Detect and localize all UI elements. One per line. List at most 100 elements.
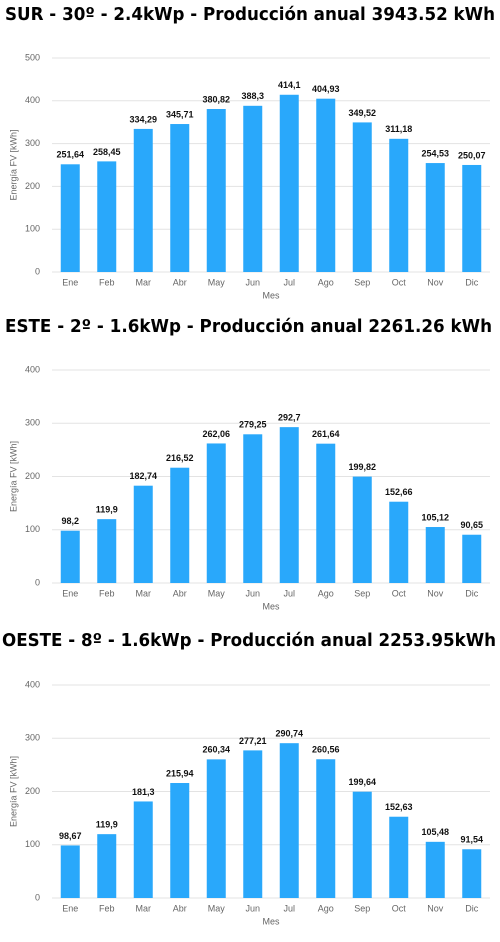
- x-tick-label: Jul: [283, 903, 295, 913]
- x-axis-label: Mes: [262, 601, 280, 611]
- value-label: 251,64: [56, 150, 84, 160]
- bar: [60, 530, 80, 583]
- x-tick-label: Abr: [173, 903, 187, 913]
- value-label: 98,2: [61, 516, 79, 526]
- x-tick-label: Feb: [99, 277, 115, 287]
- bar: [279, 94, 299, 272]
- y-tick-label: 400: [25, 364, 40, 374]
- bar: [97, 519, 117, 583]
- y-tick-label: 0: [35, 577, 40, 587]
- bar: [352, 476, 372, 583]
- value-label: 260,34: [202, 745, 230, 755]
- bar: [462, 849, 482, 898]
- x-tick-label: Dic: [465, 903, 478, 913]
- value-label: 258,45: [93, 147, 121, 157]
- value-label: 290,74: [275, 729, 303, 739]
- bar: [97, 834, 117, 898]
- x-tick-label: Sep: [354, 903, 370, 913]
- chart-title: ESTE - 2º - 1.6kWp - Producción anual 22…: [5, 316, 492, 337]
- bar: [352, 122, 372, 272]
- y-tick-label: 400: [25, 679, 40, 689]
- x-axis-label: Mes: [262, 916, 280, 926]
- x-tick-label: Abr: [173, 277, 187, 287]
- x-tick-label: Nov: [427, 588, 444, 598]
- value-label: 345,71: [166, 109, 194, 119]
- bar: [425, 163, 445, 272]
- bar: [97, 161, 117, 272]
- x-tick-label: Oct: [392, 588, 407, 598]
- bar: [170, 467, 190, 583]
- bar: [60, 845, 80, 898]
- value-label: 380,82: [202, 94, 230, 104]
- value-label: 181,3: [132, 787, 155, 797]
- x-tick-label: Ago: [318, 277, 334, 287]
- bar: [316, 759, 336, 898]
- value-label: 260,56: [312, 745, 340, 755]
- value-label: 334,29: [129, 114, 157, 124]
- y-tick-label: 0: [35, 892, 40, 902]
- x-tick-label: Jul: [283, 588, 295, 598]
- y-tick-label: 100: [25, 524, 40, 534]
- bar: [170, 783, 190, 898]
- y-tick-label: 300: [25, 418, 40, 428]
- value-label: 119,9: [96, 820, 118, 830]
- x-tick-label: Ene: [62, 588, 78, 598]
- x-tick-label: Jun: [245, 277, 260, 287]
- value-label: 254,53: [421, 148, 449, 158]
- value-label: 105,12: [421, 512, 449, 522]
- value-label: 152,63: [385, 802, 413, 812]
- value-label: 91,54: [460, 835, 483, 845]
- x-tick-label: Feb: [99, 588, 115, 598]
- value-label: 215,94: [166, 768, 194, 778]
- value-label: 311,18: [385, 124, 412, 134]
- value-label: 199,64: [348, 777, 376, 787]
- y-tick-label: 200: [25, 181, 40, 191]
- bar: [316, 443, 336, 583]
- y-tick-label: 200: [25, 471, 40, 481]
- x-tick-label: May: [208, 588, 226, 598]
- value-label: 279,25: [239, 420, 267, 430]
- x-tick-label: Sep: [354, 277, 370, 287]
- x-tick-label: Oct: [392, 903, 407, 913]
- y-tick-label: 0: [35, 266, 40, 276]
- value-label: 90,65: [460, 520, 483, 530]
- y-tick-label: 300: [25, 733, 40, 743]
- y-tick-label: 300: [25, 138, 40, 148]
- value-label: 119,9: [96, 505, 118, 515]
- bar: [206, 443, 226, 583]
- x-tick-label: Mar: [136, 588, 152, 598]
- x-tick-label: Mar: [136, 277, 152, 287]
- value-label: 216,52: [166, 453, 194, 463]
- value-label: 388,3: [241, 91, 264, 101]
- bar: [389, 816, 409, 898]
- x-tick-label: Jul: [283, 277, 295, 287]
- chart-title: SUR - 30º - 2.4kWp - Producción anual 39…: [5, 4, 495, 25]
- bar: [133, 128, 153, 272]
- x-tick-label: Dic: [465, 277, 478, 287]
- y-tick-label: 100: [25, 839, 40, 849]
- bar: [389, 138, 409, 272]
- y-axis-label: Energía FV [kWh]: [8, 129, 18, 200]
- x-axis-label: Mes: [262, 290, 280, 300]
- bar: [243, 105, 263, 272]
- value-label: 404,93: [312, 84, 340, 94]
- bar: [206, 109, 226, 273]
- bar: [279, 427, 299, 583]
- value-label: 349,52: [348, 108, 376, 118]
- x-tick-label: Nov: [427, 903, 444, 913]
- x-tick-label: Dic: [465, 588, 478, 598]
- value-label: 261,64: [312, 429, 340, 439]
- x-tick-label: Sep: [354, 588, 370, 598]
- value-label: 105,48: [421, 827, 449, 837]
- bar: [170, 124, 190, 272]
- bar: [425, 841, 445, 898]
- value-label: 250,07: [458, 150, 486, 160]
- value-label: 262,06: [202, 429, 230, 439]
- value-label: 152,66: [385, 487, 413, 497]
- bar: [243, 434, 263, 583]
- bar: [316, 98, 336, 272]
- x-tick-label: Ago: [318, 903, 334, 913]
- bar: [462, 534, 482, 583]
- bar: [352, 791, 372, 898]
- bar: [425, 527, 445, 583]
